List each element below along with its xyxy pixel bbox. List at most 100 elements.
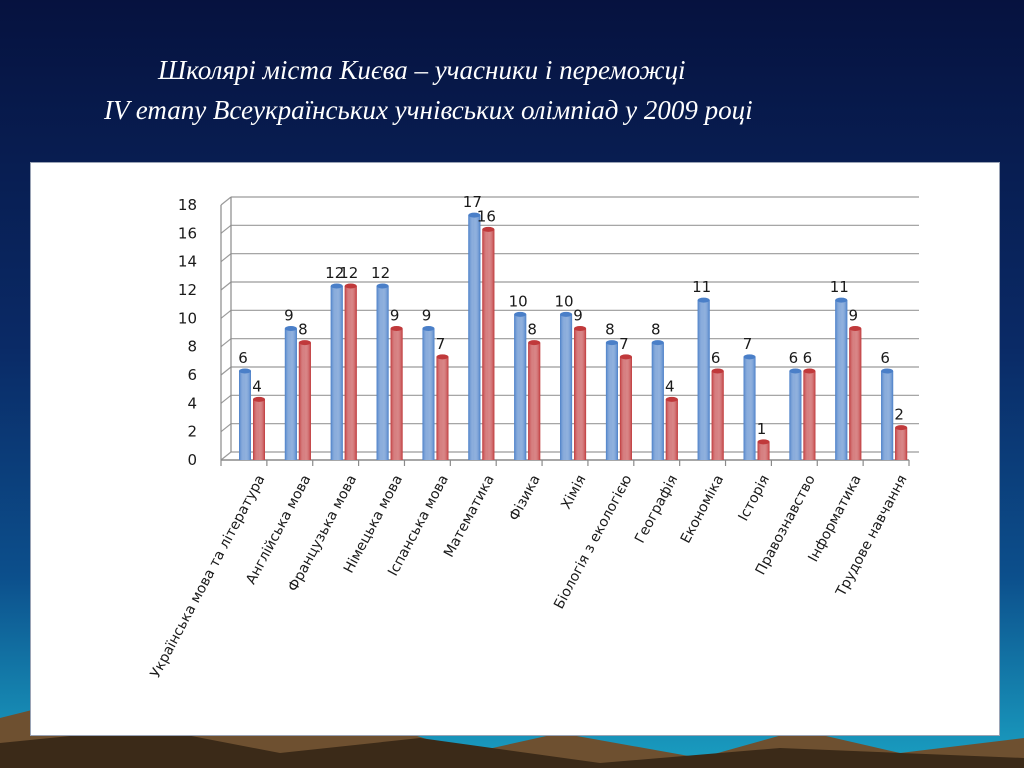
bar-shading [651, 342, 664, 460]
bar-top [560, 311, 573, 317]
bar-shading [422, 328, 435, 460]
bar-top [574, 326, 587, 331]
category-label: Історія [736, 472, 773, 523]
y-tick-label: 0 [187, 451, 197, 469]
bar-shading [789, 371, 802, 460]
bar-shading [298, 342, 311, 460]
gridline-depth [220, 281, 232, 291]
bar-shading [482, 229, 495, 460]
bar-shading [835, 300, 848, 460]
bar-shading [344, 286, 357, 460]
data-label: 8 [651, 321, 661, 339]
data-label: 9 [573, 307, 583, 325]
bar-top [390, 326, 403, 331]
bar-top [253, 396, 265, 402]
gridline-depth [220, 366, 232, 376]
data-label: 9 [284, 307, 294, 325]
bar-top [619, 354, 632, 360]
bar-shading [849, 328, 862, 460]
bar-top [789, 368, 802, 374]
data-label: 2 [894, 406, 904, 424]
bar-shading [743, 356, 756, 460]
data-label: 16 [477, 207, 496, 225]
data-label: 9 [848, 307, 858, 325]
y-tick-label: 8 [187, 338, 197, 356]
category-label: Математика [441, 472, 498, 560]
bar-top [482, 226, 495, 232]
data-label: 10 [509, 292, 528, 310]
bar-top [665, 396, 678, 402]
bar-top [803, 368, 816, 374]
gridline-depth [220, 338, 232, 348]
bar-top [514, 311, 527, 317]
data-label: 7 [743, 335, 753, 353]
bar-top [895, 425, 908, 431]
data-label: 7 [436, 335, 446, 353]
bar-top [298, 340, 311, 346]
gridline-depth [220, 196, 232, 206]
bar-top [436, 354, 449, 360]
category-label: Фізика [506, 472, 543, 523]
y-tick-label: 16 [178, 224, 197, 242]
bar-shading [605, 342, 618, 460]
data-label: 6 [238, 349, 248, 367]
data-label: 9 [390, 307, 400, 325]
category-label: Географія [632, 472, 681, 546]
bar-shading [803, 371, 816, 460]
data-label: 10 [555, 292, 574, 310]
bar-shading [881, 371, 894, 460]
bar-shading [711, 371, 724, 460]
y-tick-label: 6 [187, 366, 197, 384]
y-tick-label: 18 [178, 196, 197, 214]
data-label: 7 [619, 335, 629, 353]
bar-shading [757, 441, 770, 460]
bar-top [849, 326, 862, 331]
gridline-depth [220, 309, 232, 319]
gridline-depth [220, 224, 232, 234]
bar-top [376, 283, 389, 289]
data-label: 12 [325, 264, 344, 282]
bar-shading [390, 328, 403, 460]
data-label: 8 [527, 321, 537, 339]
gridline-depth [220, 451, 232, 461]
data-label: 11 [830, 278, 849, 296]
chart-panel: 0 2 4 6 8 10 12 14 16 18 6 4 Українська мова та літе… [30, 162, 1000, 736]
data-label: 6 [789, 349, 799, 367]
bar-shading [330, 286, 343, 460]
title-line-2: IV етапу Всеукраїнських учнівських олімп… [104, 95, 753, 125]
bar-shading [253, 399, 265, 460]
bar-shading [436, 356, 449, 460]
gridline-depth [220, 423, 232, 433]
y-tick-label: 14 [178, 253, 197, 271]
bar-top [528, 340, 541, 346]
bar-shading [239, 371, 251, 460]
bar-top [239, 368, 251, 374]
data-label: 17 [463, 193, 482, 211]
gridline-depth [220, 394, 232, 404]
bar-shading [619, 356, 632, 460]
bar-top [605, 340, 618, 346]
bar-shading [468, 215, 481, 460]
bar-shading [528, 342, 541, 460]
gridline-depth [220, 253, 232, 263]
y-tick-label: 12 [178, 281, 197, 299]
y-tick-label: 2 [187, 423, 197, 441]
data-label: 4 [665, 377, 675, 395]
category-label: Економіка [678, 472, 727, 546]
bar-shading [284, 328, 297, 460]
bar-top [284, 326, 297, 331]
data-label: 12 [371, 264, 390, 282]
bar-top [835, 297, 848, 303]
data-label: 8 [298, 321, 308, 339]
data-label: 8 [605, 321, 615, 339]
mountain-background [0, 688, 1024, 768]
data-label: 6 [711, 349, 721, 367]
bar-top [468, 212, 481, 218]
data-label: 6 [803, 349, 813, 367]
bar-shading [514, 314, 527, 460]
data-label: 9 [422, 307, 432, 325]
data-label: 11 [692, 278, 711, 296]
y-tick-label: 4 [187, 394, 197, 412]
category-label: Хімія [558, 472, 589, 512]
